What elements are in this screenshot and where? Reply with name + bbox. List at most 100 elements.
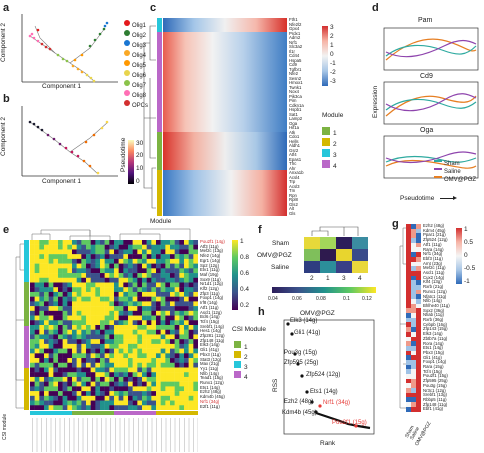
heat-cell	[137, 258, 143, 264]
heat-cell	[128, 405, 133, 410]
gene-label: Trp	[289, 179, 296, 184]
heat-cell	[39, 348, 45, 354]
heat-cell	[34, 240, 40, 245]
heat-cell	[30, 372, 35, 378]
heat-cell	[184, 339, 189, 345]
heat-cell	[72, 381, 77, 387]
legend-label: Olig7	[132, 83, 147, 89]
csi-legend-title-e: CSI Module	[232, 326, 266, 333]
heat-cell	[170, 249, 175, 255]
heat-cell	[193, 254, 198, 260]
heat-cell	[58, 343, 63, 349]
heat-cell	[95, 362, 101, 368]
heat-cell	[146, 391, 152, 397]
heat-cell	[165, 277, 171, 283]
heatmap-c	[163, 18, 287, 216]
legend-item: Olig4	[124, 44, 148, 59]
heat-cell	[132, 372, 138, 378]
heat-cell	[58, 395, 63, 401]
heat-cell	[137, 268, 143, 274]
legend-item: 4	[234, 366, 248, 381]
regulon-label: Sox9 (11g)	[200, 276, 221, 282]
heat-cell	[160, 339, 166, 345]
heat-cell	[30, 306, 35, 312]
heat-cell	[142, 343, 147, 349]
heat-cell	[406, 280, 411, 285]
heat-cell	[34, 273, 40, 278]
legend-label: 2	[333, 141, 337, 148]
heat-cell	[104, 301, 110, 307]
regulon-label: Nfib (14g)	[423, 298, 442, 304]
heat-cell	[193, 325, 198, 330]
gene-label: Rpl8	[289, 197, 298, 202]
heat-cell	[114, 343, 119, 349]
heat-cell	[160, 320, 166, 326]
heat-cell	[67, 273, 73, 278]
heat-cell	[151, 400, 157, 406]
heat-cell	[109, 325, 115, 330]
heat-row	[406, 327, 421, 332]
heat-cell	[416, 252, 421, 257]
heat-row	[406, 256, 421, 262]
heat-row	[406, 299, 421, 304]
regulon-label: Srebf1 (13g)	[423, 392, 447, 398]
heat-cell	[416, 242, 421, 248]
heat-cell	[114, 329, 119, 335]
heat-cell	[146, 296, 152, 302]
heat-cell	[118, 334, 124, 340]
heat-cell	[416, 355, 421, 360]
heat-cell	[406, 289, 411, 295]
heat-cell	[86, 325, 91, 330]
heat-cell	[104, 353, 110, 359]
heat-cell	[67, 249, 73, 255]
panel-letter-e: e	[3, 224, 10, 236]
heat-cell	[114, 372, 119, 378]
regulon-label: Rara (15g)	[423, 364, 444, 369]
heat-cell	[406, 359, 411, 365]
heat-cell	[179, 240, 185, 245]
panel-letter-b: b	[3, 93, 10, 105]
heat-cell	[81, 353, 87, 359]
heat-cell	[174, 315, 180, 321]
heat-cell	[411, 322, 416, 328]
heat-cell	[411, 392, 416, 398]
regulon-label: Gli1 (41g)	[200, 347, 219, 353]
heat-cell	[58, 386, 63, 392]
heat-cell	[30, 310, 35, 316]
heat-cell	[188, 329, 194, 335]
heat-cell	[48, 325, 54, 330]
legend-label: Olig1	[132, 23, 147, 29]
regulon-label: Pbx3 (11g)	[200, 351, 221, 357]
heat-cell	[406, 388, 411, 393]
heat-cell	[48, 301, 54, 307]
heat-cell	[67, 367, 73, 373]
heat-cell	[30, 400, 35, 406]
heat-cell	[104, 405, 110, 410]
heat-cell	[160, 386, 166, 392]
heat-cell	[184, 400, 189, 406]
heat-cell	[416, 341, 421, 346]
heat-cell	[188, 258, 194, 264]
heat-cell	[76, 306, 82, 312]
heat-cell	[30, 287, 35, 293]
heat-cell	[30, 263, 35, 269]
heat-cell	[72, 386, 77, 392]
heat-cell	[34, 372, 40, 378]
heat-cell	[76, 334, 82, 340]
legend-item: Olig7	[124, 74, 148, 89]
heat-cell	[411, 308, 416, 314]
heat-cell	[100, 386, 105, 392]
heat-cell	[160, 343, 166, 349]
heat-cell	[137, 273, 143, 278]
heat-cell	[184, 386, 189, 392]
heat-cell	[100, 329, 105, 335]
heat-cell	[416, 322, 421, 328]
gene-labels-g: Ezh2 (48g) Kdm4 (45g) Ppar1 (21g) Zfp524…	[423, 223, 453, 412]
heat-cell	[81, 306, 87, 312]
module-bar	[157, 170, 162, 216]
heat-cell	[151, 244, 157, 250]
regulon-label: Ets1 (14g)	[423, 345, 443, 351]
heat-cell	[416, 317, 421, 323]
heat-cell	[34, 268, 40, 274]
heat-cell	[128, 334, 133, 340]
